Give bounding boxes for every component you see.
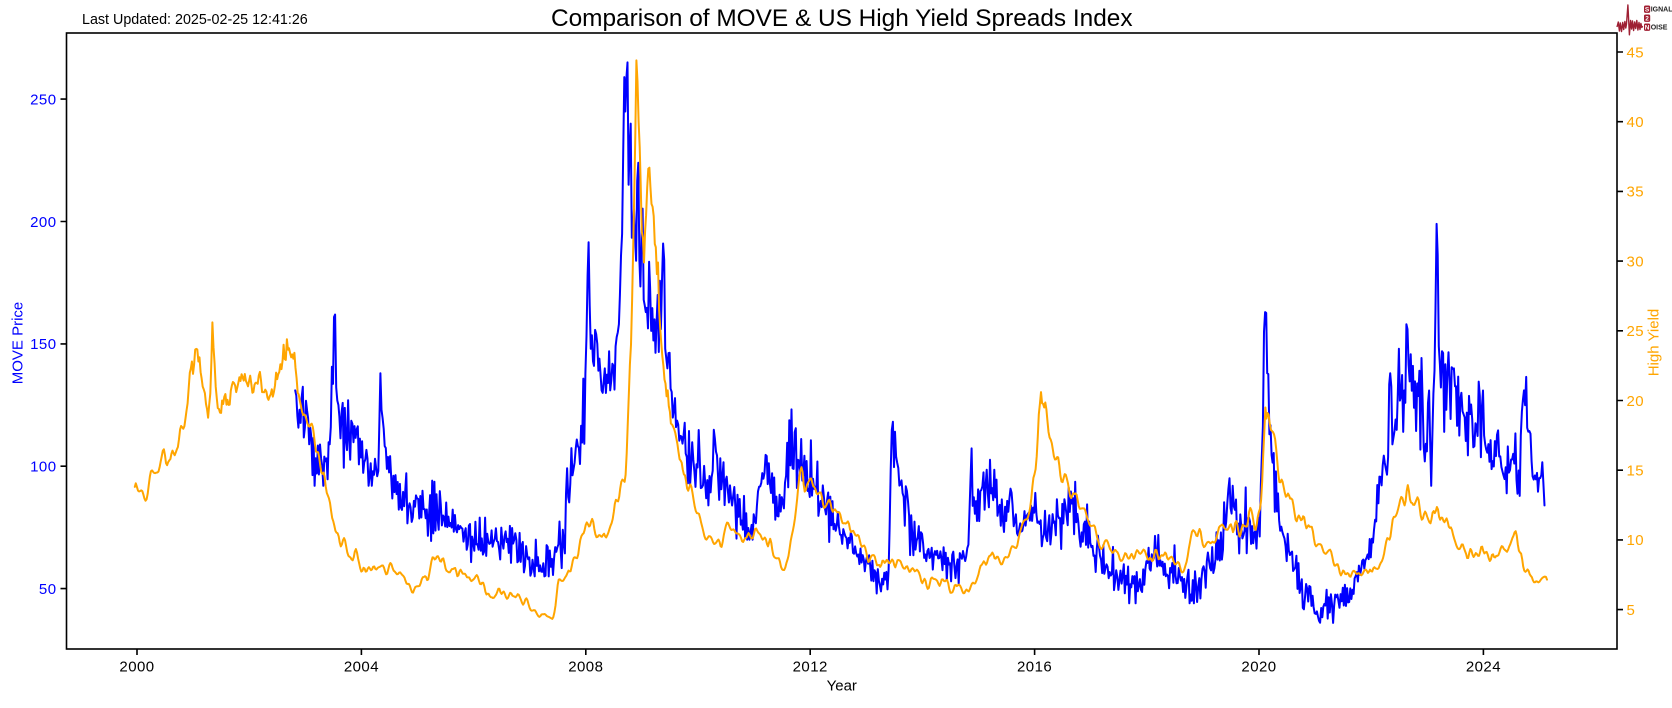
svg-text:OISE: OISE bbox=[1651, 25, 1668, 32]
svg-text:2: 2 bbox=[1645, 15, 1649, 22]
svg-text:35: 35 bbox=[1627, 184, 1645, 201]
svg-text:200: 200 bbox=[30, 214, 56, 231]
svg-text:2008: 2008 bbox=[568, 659, 603, 676]
svg-text:20: 20 bbox=[1627, 393, 1645, 410]
svg-text:15: 15 bbox=[1627, 463, 1645, 480]
svg-text:150: 150 bbox=[30, 336, 56, 353]
svg-text:2024: 2024 bbox=[1466, 659, 1501, 676]
svg-text:10: 10 bbox=[1627, 532, 1645, 549]
svg-text:Year: Year bbox=[827, 678, 857, 695]
svg-text:5: 5 bbox=[1627, 602, 1636, 619]
svg-text:2004: 2004 bbox=[344, 659, 379, 676]
svg-text:25: 25 bbox=[1627, 323, 1645, 340]
svg-text:2000: 2000 bbox=[119, 659, 154, 676]
svg-text:MOVE Price: MOVE Price bbox=[9, 302, 26, 385]
svg-text:250: 250 bbox=[30, 91, 56, 108]
svg-text:IGNAL: IGNAL bbox=[1651, 7, 1672, 14]
svg-text:Comparison of MOVE & US High Y: Comparison of MOVE & US High Yield Sprea… bbox=[551, 5, 1133, 32]
svg-text:Last Updated: 2025-02-25 12:41: Last Updated: 2025-02-25 12:41:26 bbox=[82, 12, 308, 28]
svg-text:40: 40 bbox=[1627, 114, 1645, 131]
svg-text:2016: 2016 bbox=[1017, 659, 1052, 676]
svg-text:45: 45 bbox=[1627, 44, 1645, 61]
svg-text:High Yield: High Yield bbox=[1646, 309, 1663, 377]
svg-text:50: 50 bbox=[39, 581, 57, 598]
svg-text:100: 100 bbox=[30, 459, 56, 476]
svg-text:30: 30 bbox=[1627, 253, 1645, 270]
svg-text:S: S bbox=[1645, 6, 1650, 13]
svg-text:2020: 2020 bbox=[1241, 659, 1276, 676]
svg-text:N: N bbox=[1645, 24, 1650, 31]
svg-text:2012: 2012 bbox=[793, 659, 828, 676]
